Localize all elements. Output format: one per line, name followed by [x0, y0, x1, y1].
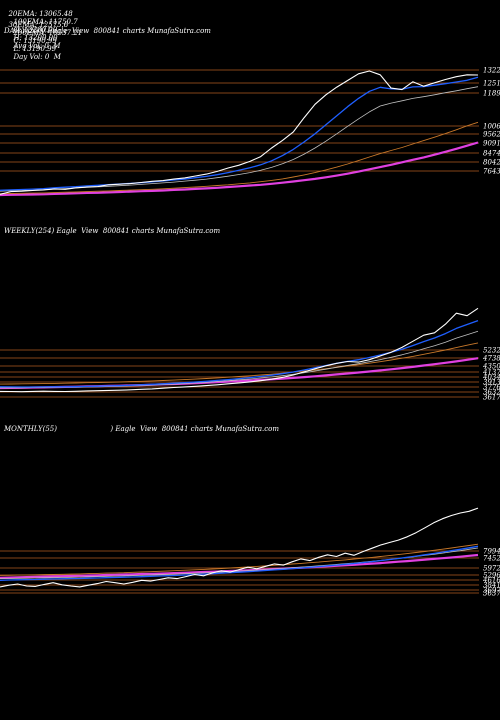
daily-price-line [0, 70, 479, 195]
weekly-price-line [0, 307, 479, 393]
weekly-tick-label: 3913 [483, 379, 500, 387]
monthly-tick-label: 3697 [483, 587, 500, 595]
ema100-text: 100EMA: 11750.7 [13, 18, 78, 26]
monthly-tick-label: 5296 [483, 572, 500, 580]
low-text: L: 13190.99 [13, 45, 57, 53]
weekly-ema-mid-line [0, 330, 479, 389]
weekly-ema-200-line [0, 357, 479, 390]
monthly-tick-label: 7994 [483, 548, 500, 556]
monthly-tick-label: 3841 [483, 582, 500, 590]
weekly-tick-label: 3632 [483, 389, 500, 397]
monthly-tick-label: 3637 [483, 590, 500, 598]
header-row-1: 20EMA: 13065.48 100EMA: 11750.7 O: 13200… [4, 2, 78, 50]
close-text: C: 13190.99 [13, 37, 57, 45]
header-row-2: 30EMA: 12575.6 200EMA: 10537.21 C: 13190… [4, 13, 82, 61]
weekly-tick-label: 4034 [482, 374, 500, 382]
weekly-panel-label: WEEKLY(254) Eagle View 800841 charts Mun… [4, 227, 221, 235]
ema200-text: 200EMA: 10537.21 [13, 29, 83, 37]
weekly-ema-fast-line [0, 319, 479, 388]
weekly-tick-label: 5232 [483, 347, 500, 355]
monthly-price-line [0, 507, 479, 588]
monthly-ema-slow-line [0, 543, 479, 576]
daily-tick-label: 12515 [483, 80, 500, 88]
daily-tick-label: 10061 [483, 123, 500, 131]
ema30-text: 30EMA: 12575.6 [8, 21, 69, 29]
daily-tick-label: 9091 [483, 140, 500, 148]
daily-tick-label: 11896 [483, 90, 500, 98]
weekly-tick-label: 4738 [482, 355, 500, 363]
high-text: H: 13200.00 [13, 34, 58, 42]
daily-tick-label: 7643 [483, 168, 500, 176]
ema20-text: 20EMA: 13065.48 [8, 10, 73, 18]
daily-tick-label: 9562 [483, 131, 500, 139]
weekly-tick-label: 4137 [482, 369, 500, 377]
monthly-ema-fast-line [0, 545, 479, 581]
weekly-tick-label: 3776 [483, 384, 500, 392]
daily-tick-label: 8042 [483, 159, 500, 167]
open-text: O: 13200.00 [13, 26, 58, 34]
daily-ema-mid-line [0, 86, 479, 192]
monthly-tick-label: 5972 [483, 565, 500, 573]
monthly-tick-label: 7452 [483, 555, 500, 563]
daily-tick-label: 8474 [483, 150, 500, 158]
daily-ema-200-line [0, 141, 479, 197]
weekly-tick-label: 3617 [483, 394, 500, 402]
avg-vol-text: Avg Vol: 0 M [13, 42, 61, 50]
weekly-ema-slow-line [0, 342, 479, 385]
daily-tick-label: 13221 [483, 67, 500, 75]
weekly-tick-label: 4350 [482, 363, 500, 371]
daily-panel-label: DAILY(250) Eagle View 800841 charts Muna… [4, 27, 211, 35]
day-vol-text: Day Vol: 0 M [13, 53, 61, 61]
daily-ema-slow-line [0, 121, 479, 195]
monthly-panel-label: MONTHLY(55) ) Eagle View 800841 charts M… [4, 425, 279, 433]
monthly-tick-label: 4616 [482, 577, 500, 585]
